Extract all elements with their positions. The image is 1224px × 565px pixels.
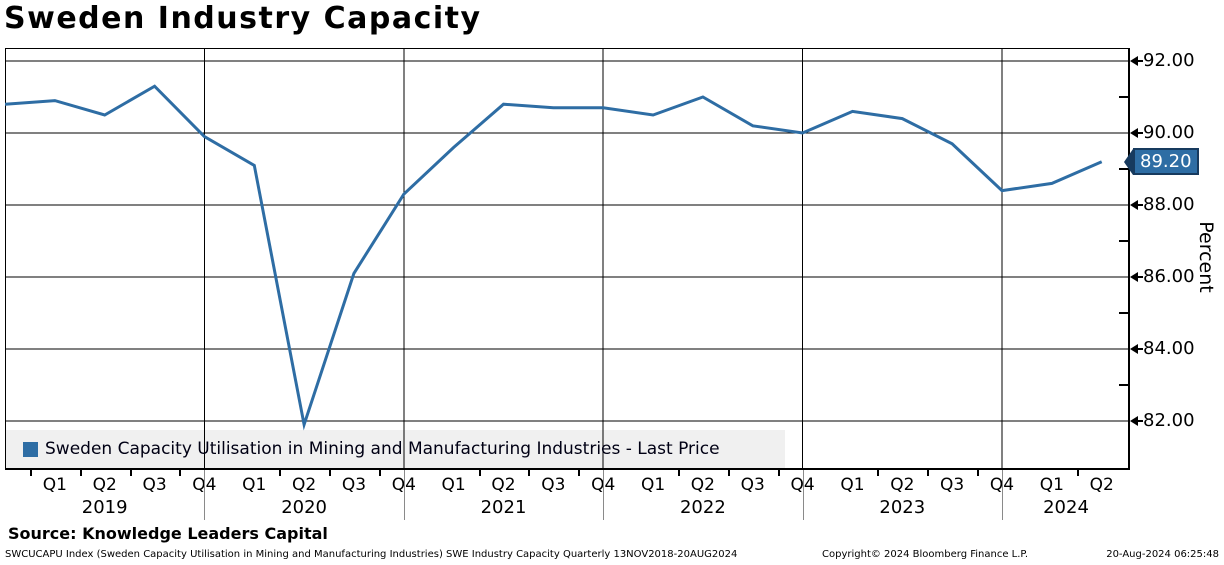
x-axis-tick [79, 470, 82, 476]
x-axis-tick [329, 470, 332, 476]
footer-description: SWCUCAPU Index (Sweden Capacity Utilisat… [5, 549, 738, 560]
x-axis-tick [528, 470, 531, 476]
x-axis-quarter-label: Q1 [242, 475, 267, 495]
x-axis-quarter-label: Q4 [192, 475, 217, 495]
chart-title: Sweden Industry Capacity [4, 1, 482, 36]
x-axis-tick [279, 470, 282, 476]
y-axis-major-tick [1138, 60, 1143, 62]
plot-area: Sweden Capacity Utilisation in Mining an… [5, 48, 1130, 470]
x-axis-tick [877, 470, 880, 476]
x-axis-quarter-label: Q1 [441, 475, 466, 495]
y-axis-major-tick-icon [1130, 344, 1138, 354]
x-axis-quarter-label: Q4 [790, 475, 815, 495]
y-axis-major-tick [1138, 276, 1143, 278]
x-axis-year-label: 2024 [1043, 497, 1089, 518]
y-axis-minor-tick [1119, 240, 1128, 242]
x-axis-quarter-label: Q3 [740, 475, 765, 495]
y-axis-major-tick-icon [1130, 128, 1138, 138]
x-axis-quarter-label: Q3 [142, 475, 167, 495]
x-axis-tick [179, 470, 182, 476]
badge-value: 89.20 [1133, 148, 1199, 175]
y-axis-major-tick-icon [1130, 56, 1138, 66]
x-axis-year-label: 2022 [679, 497, 726, 518]
capacity-utilisation-line [5, 84, 1103, 431]
y-axis-tick-label: 84.00 [1143, 338, 1195, 359]
legend: Sweden Capacity Utilisation in Mining an… [5, 430, 785, 468]
x-axis-tick [578, 470, 581, 476]
x-axis-quarter-label: Q2 [291, 475, 317, 495]
year-separator-line [1002, 470, 1003, 520]
x-axis-tick [378, 470, 381, 476]
y-axis-minor-tick [1119, 168, 1128, 170]
x-axis-quarter-label: Q1 [640, 475, 666, 495]
year-separator-line [802, 470, 804, 520]
x-axis-quarter-label: Q1 [840, 475, 865, 495]
line-chart-svg [5, 48, 1130, 470]
source-line: Source: Knowledge Leaders Capital [8, 524, 328, 543]
year-separator-line [603, 470, 605, 520]
x-axis-tick [677, 470, 680, 476]
y-axis-tick-label: 90.00 [1143, 122, 1195, 143]
year-separator-line [403, 470, 405, 520]
x-axis-year-label: 2020 [281, 497, 327, 518]
legend-background [5, 430, 785, 468]
footer-timestamp: 20-Aug-2024 06:25:48 [1106, 549, 1219, 560]
x-axis-quarter-label: Q3 [341, 475, 367, 495]
y-axis-minor-tick [1119, 384, 1128, 386]
x-axis-quarter-label: Q2 [890, 475, 915, 495]
x-axis-quarter-label: Q1 [42, 475, 67, 495]
x-axis-tick [478, 470, 481, 476]
y-axis-tick-label: 82.00 [1143, 410, 1195, 431]
x-axis-tick [977, 470, 980, 476]
footer-copyright: Copyright© 2024 Bloomberg Finance L.P. [822, 549, 1029, 560]
x-axis-tick [129, 470, 132, 476]
x-axis-year-label: 2023 [879, 497, 926, 518]
y-axis-tick-label: 88.00 [1143, 194, 1195, 215]
x-axis-tick [777, 470, 780, 476]
x-axis-quarter-label: Q2 [1089, 475, 1114, 495]
y-axis-minor-tick [1119, 312, 1128, 314]
x-axis-quarter-label: Q2 [92, 475, 117, 495]
x-axis-year-label: 2019 [81, 497, 128, 518]
y-axis-tick-label: 92.00 [1143, 50, 1195, 71]
y-axis-minor-tick [1119, 96, 1128, 98]
last-price-badge: 89.20 [1124, 148, 1199, 175]
x-axis-quarter-label: Q4 [591, 475, 616, 495]
y-axis-major-tick-icon [1130, 200, 1138, 210]
x-axis-quarter-label: Q1 [1039, 475, 1064, 495]
x-axis-quarter-label: Q2 [491, 475, 516, 495]
x-axis-tick [29, 470, 32, 476]
x-axis-tick [927, 470, 930, 476]
y-axis-major-tick [1138, 420, 1143, 422]
y-axis-tick-label: 86.00 [1143, 266, 1195, 287]
x-axis-quarter-label: Q4 [989, 475, 1015, 495]
y-axis-major-tick [1138, 348, 1143, 350]
legend-swatch-icon [23, 441, 38, 457]
x-axis-year-label: 2021 [480, 497, 527, 518]
legend-label: Sweden Capacity Utilisation in Mining an… [45, 439, 720, 459]
y-axis-major-tick-icon [1130, 416, 1138, 426]
x-axis-quarter-label: Q3 [541, 475, 566, 495]
x-axis-tick [727, 470, 730, 476]
x-axis-quarter-label: Q4 [391, 475, 416, 495]
y-axis-major-tick [1138, 132, 1143, 134]
y-axis-title: Percent [1195, 221, 1217, 293]
y-axis-major-tick-icon [1130, 272, 1138, 282]
y-axis-major-tick [1138, 204, 1143, 206]
x-axis-quarter-label: Q3 [940, 475, 965, 495]
x-axis-quarter-label: Q2 [690, 475, 715, 495]
badge-arrow-icon [1124, 148, 1133, 175]
x-axis-tick [1076, 470, 1079, 476]
year-separator-line [204, 470, 206, 520]
